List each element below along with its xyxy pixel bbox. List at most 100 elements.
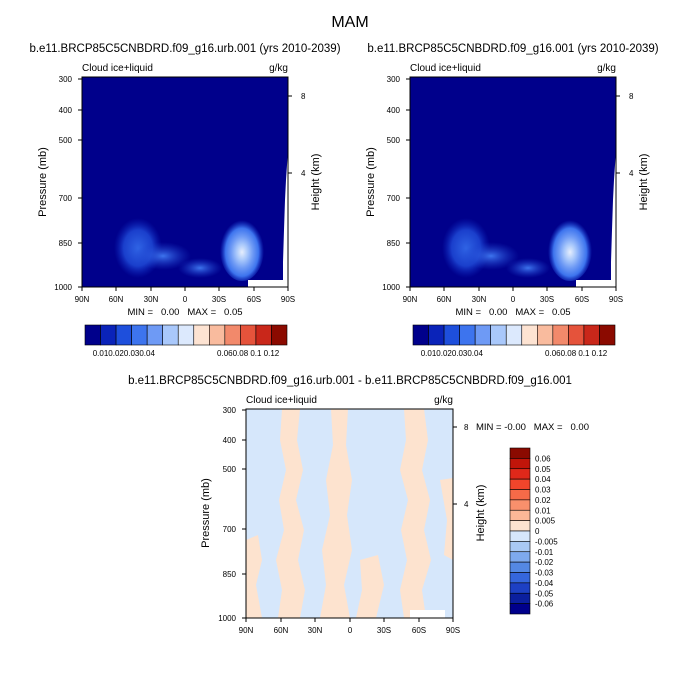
panel-3-positive-region [356, 555, 384, 618]
y-tick-label-right: 4 [301, 169, 306, 178]
y-tick-label: 400 [387, 106, 401, 115]
colorbar-swatch [552, 324, 569, 346]
colorbar-swatch [509, 509, 531, 521]
panel-2: b.e11.BRCP85C5CNBDRD.f09_g16.001 (yrs 20… [365, 43, 659, 358]
panel-3-plot-area [245, 408, 454, 619]
colorbar-label: 0.08 [233, 349, 249, 358]
colorbar-label: 0.01 [535, 506, 551, 515]
panel-1-blob-equator [178, 258, 222, 278]
colorbar-swatch [509, 551, 531, 563]
colorbar-swatch [255, 324, 272, 346]
y-tick-label: 1000 [382, 283, 400, 292]
panel-3-y-axis-label: Pressure (mb) [200, 478, 212, 548]
panel-1: b.e11.BRCP85C5CNBDRD.f09_g16.urb.001 (yr… [29, 43, 340, 358]
colorbar-swatch [568, 324, 585, 346]
colorbar-label: -0.03 [535, 569, 554, 578]
panel-3-positive-region [400, 409, 431, 618]
x-tick-label: 90N [239, 626, 254, 635]
panel-2-y-ticks: 300 400 500 700 850 1000 [382, 75, 410, 292]
y-tick-label-right: 8 [301, 92, 306, 101]
panel-1-title: b.e11.BRCP85C5CNBDRD.f09_g16.urb.001 (yr… [29, 43, 340, 55]
colorbar-swatch [443, 324, 460, 346]
colorbar-swatch [521, 324, 538, 346]
panel-2-y-ticks-right: 8 4 [616, 92, 634, 178]
y-tick-label: 700 [387, 194, 401, 203]
panel-3-positive-region [246, 535, 262, 618]
panel-2-field-label: Cloud ice+liquid [410, 63, 481, 74]
colorbar-swatch [100, 324, 117, 346]
panel-2-colorbar: 0.01 0.02 0.03 0.04 0.06 0.08 0.1 0.12 [412, 324, 616, 358]
y-tick-label-right: 4 [464, 500, 469, 509]
x-tick-label: 60N [109, 295, 124, 304]
x-tick-label: 60S [247, 295, 261, 304]
panel-1-blob-south [220, 217, 264, 281]
colorbar-label: 0.01 [421, 349, 437, 358]
colorbar-label: 0.05 [535, 465, 551, 474]
colorbar-label: 0.04 [467, 349, 483, 358]
colorbar-swatch [412, 324, 429, 346]
colorbar-label: 0.02 [108, 349, 124, 358]
colorbar-swatch [509, 499, 531, 511]
colorbar-label: 0.03 [124, 349, 140, 358]
colorbar-label: 0.03 [452, 349, 468, 358]
colorbar-label: 0.005 [535, 517, 556, 526]
colorbar-swatch [509, 478, 531, 490]
panel-3-x-ticks: 90N 60N 30N 0 30S 60S 90S [239, 618, 460, 635]
panel-1-y-axis-label-right: Height (km) [310, 154, 322, 211]
colorbar-swatch [509, 489, 531, 501]
colorbar-swatch [459, 324, 476, 346]
panel-3-y-axis-label-right: Height (km) [475, 485, 487, 542]
colorbar-swatch [193, 324, 210, 346]
y-tick-label: 700 [223, 525, 237, 534]
panel-3: b.e11.BRCP85C5CNBDRD.f09_g16.urb.001 - b… [128, 375, 589, 635]
colorbar-label: 0.06 [217, 349, 233, 358]
panel-2-plot-area [409, 76, 617, 288]
y-tick-label: 300 [387, 75, 401, 84]
x-tick-label: 60S [575, 295, 589, 304]
colorbar-swatch [209, 324, 226, 346]
colorbar-label: 0.01 [93, 349, 109, 358]
y-tick-label: 700 [59, 194, 73, 203]
x-tick-label: 90S [446, 626, 460, 635]
colorbar-label: -0.01 [535, 548, 554, 557]
panel-3-positive-region [276, 409, 305, 618]
panel-3-title: b.e11.BRCP85C5CNBDRD.f09_g16.urb.001 - b… [128, 375, 572, 387]
page-title: MAM [331, 14, 368, 31]
colorbar-label: 0.12 [592, 349, 608, 358]
panel-2-y-axis-label: Pressure (mb) [365, 147, 377, 217]
colorbar-label: 0.02 [436, 349, 452, 358]
colorbar-swatch [505, 324, 523, 346]
x-tick-label: 90S [281, 295, 295, 304]
panel-1-plot-area [81, 76, 289, 288]
colorbar-label: 0.1 [250, 349, 262, 358]
panel-2-mask-right [611, 77, 616, 287]
panel-2-units-label: g/kg [597, 63, 616, 74]
y-tick-label: 500 [59, 136, 73, 145]
x-tick-label: 30N [308, 626, 323, 635]
panel-1-units-label: g/kg [269, 63, 288, 74]
panel-1-min-max: MIN = 0.00 MAX = 0.05 [127, 307, 242, 318]
colorbar-label: 0.06 [545, 349, 561, 358]
y-tick-label: 1000 [218, 614, 236, 623]
y-tick-label: 850 [59, 239, 73, 248]
panel-1-field-label: Cloud ice+liquid [82, 63, 153, 74]
x-tick-label: 0 [348, 626, 353, 635]
colorbar-swatch [509, 561, 531, 573]
panel-1-mask-right [283, 77, 288, 287]
colorbar-label: 0.06 [535, 454, 551, 463]
x-tick-label: 30S [540, 295, 554, 304]
colorbar-swatch [271, 324, 288, 346]
x-tick-label: 60N [437, 295, 452, 304]
y-tick-label: 300 [223, 406, 237, 415]
colorbar-label: 0.02 [535, 496, 551, 505]
colorbar-label: 0.1 [578, 349, 590, 358]
colorbar-label: -0.02 [535, 558, 554, 567]
colorbar-swatch [599, 324, 616, 346]
colorbar-swatch [583, 324, 600, 346]
colorbar-swatch [177, 324, 195, 346]
colorbar-label: 0.04 [535, 475, 551, 484]
y-tick-label: 850 [387, 239, 401, 248]
colorbar-label: 0 [535, 527, 540, 536]
colorbar-swatch [224, 324, 241, 346]
colorbar-swatch [509, 603, 531, 615]
